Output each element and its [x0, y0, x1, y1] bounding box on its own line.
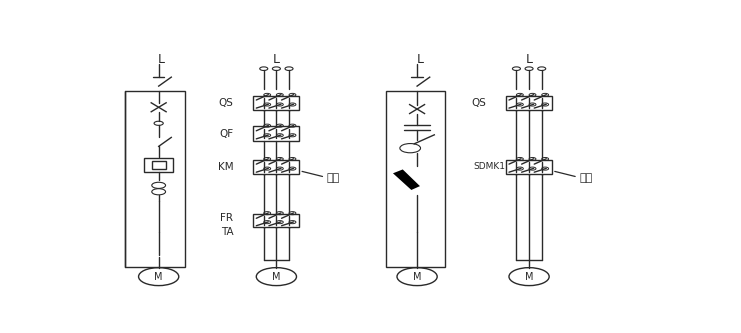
Text: QF: QF: [219, 129, 233, 139]
Bar: [506, 96, 552, 110]
Text: FR: FR: [220, 213, 233, 223]
Text: M: M: [272, 272, 281, 282]
Text: L: L: [273, 53, 280, 66]
Bar: [506, 160, 552, 174]
Text: QS: QS: [219, 98, 233, 108]
Text: M: M: [525, 272, 534, 282]
Text: QS: QS: [471, 98, 486, 108]
Bar: [253, 127, 299, 141]
Bar: [144, 158, 173, 172]
Bar: [253, 160, 299, 174]
Bar: [385, 91, 445, 267]
Text: 接点: 接点: [327, 173, 340, 183]
Text: M: M: [154, 272, 163, 282]
Text: TA: TA: [221, 227, 233, 237]
Bar: [125, 91, 185, 267]
Text: L: L: [158, 53, 165, 66]
Polygon shape: [393, 169, 420, 190]
Bar: [253, 214, 299, 227]
Text: L: L: [525, 53, 533, 66]
Text: M: M: [413, 272, 422, 282]
Text: 接点: 接点: [579, 173, 593, 183]
Text: KM: KM: [218, 162, 233, 172]
Bar: [152, 162, 166, 169]
Text: L: L: [416, 53, 423, 66]
Text: SDMK1: SDMK1: [473, 163, 505, 171]
Bar: [253, 96, 299, 110]
